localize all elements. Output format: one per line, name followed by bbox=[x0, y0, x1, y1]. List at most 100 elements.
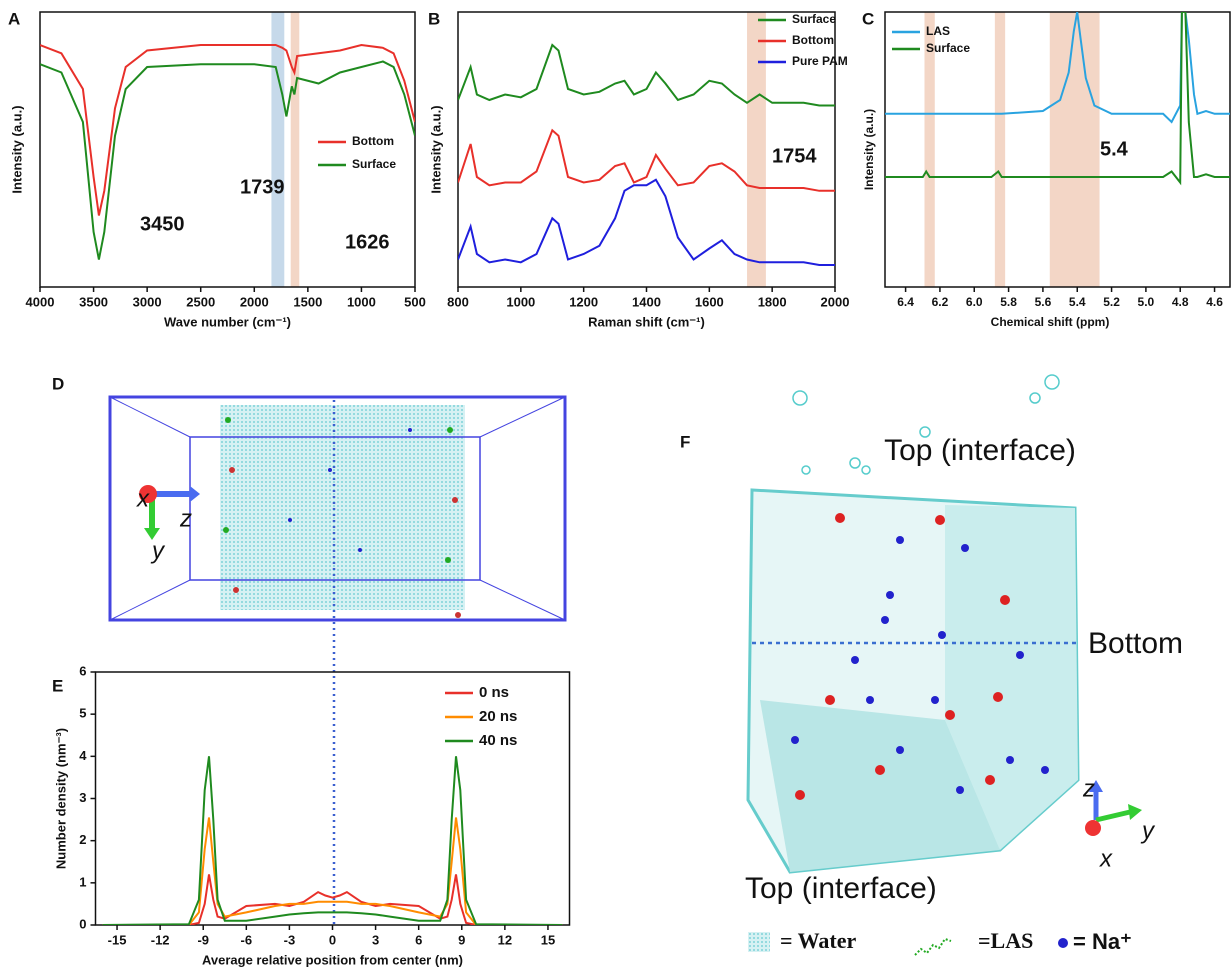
ions bbox=[791, 513, 1049, 800]
y-tick-label: 3 bbox=[79, 790, 86, 805]
legend-label: Surface bbox=[792, 12, 836, 26]
x-tick-label: 5.0 bbox=[1138, 295, 1155, 309]
panel-label: C bbox=[862, 9, 874, 28]
legend-label: LAS bbox=[926, 24, 950, 38]
x-tick-label: 3500 bbox=[79, 294, 108, 309]
panel-label: F bbox=[680, 432, 690, 451]
axis-label: z bbox=[1082, 775, 1095, 802]
y-tick-label: 6 bbox=[79, 663, 86, 678]
panel-d: D x z y bbox=[52, 374, 567, 622]
panel: A 4000 3500 3000 2500 2000 1500 1000 500 Wave num… bbox=[8, 9, 426, 329]
annotation: 1754 bbox=[772, 145, 817, 167]
x-tick-label: -15 bbox=[108, 932, 127, 947]
plot-frame bbox=[39, 11, 416, 288]
y-tick-label: 4 bbox=[79, 748, 87, 763]
x-axis-title: Chemical shift (ppm) bbox=[991, 315, 1110, 329]
line-series bbox=[458, 178, 835, 266]
line-series bbox=[102, 756, 563, 925]
x-tick-label: 1400 bbox=[632, 294, 661, 309]
line-series bbox=[40, 43, 415, 216]
las-icon bbox=[914, 937, 952, 956]
x-tick-label: 4.8 bbox=[1172, 295, 1189, 309]
x-tick-label: 15 bbox=[541, 932, 555, 947]
band bbox=[290, 12, 300, 287]
axis-label: y bbox=[150, 537, 166, 564]
x-tick-label: 12 bbox=[498, 932, 512, 947]
y-tick-label: 1 bbox=[79, 874, 86, 889]
panel: C 6.4 6.2 6.0 5.8 5.6 5.4 5.2 5.0 4.8 4.6 Chemical … bbox=[862, 9, 1231, 329]
x-tick-label: 500 bbox=[404, 294, 426, 309]
line-series bbox=[102, 874, 563, 925]
x-tick-label: 9 bbox=[458, 932, 465, 947]
x-tick-label: -6 bbox=[241, 932, 253, 947]
annotation: 1626 bbox=[345, 231, 390, 253]
plot-frame bbox=[884, 11, 1231, 288]
axis-label: x bbox=[1099, 845, 1113, 872]
y-axis-title: Intensity (a.u.) bbox=[862, 109, 876, 190]
y-axis-title: Intensity (a.u.) bbox=[428, 105, 443, 193]
legend-label: Surface bbox=[926, 41, 970, 55]
x-tick-label: 1000 bbox=[506, 294, 535, 309]
band bbox=[1049, 12, 1100, 287]
label-top: Top (interface) bbox=[884, 434, 1076, 467]
line-series bbox=[458, 43, 835, 107]
legend-label: Bottom bbox=[352, 134, 394, 148]
x-tick-label: 1800 bbox=[758, 294, 787, 309]
bubbles bbox=[792, 374, 1060, 475]
x-tick-label: 6 bbox=[415, 932, 422, 947]
x-tick-label: -9 bbox=[197, 932, 209, 947]
y-axis-title: Intensity (a.u.) bbox=[9, 105, 24, 193]
x-tick-label: 5.8 bbox=[1000, 295, 1017, 309]
water-icon bbox=[748, 932, 770, 952]
panel: B 800 1000 1200 1400 1600 1800 2000 Raman shift … bbox=[428, 9, 849, 329]
x-tick-label: 1500 bbox=[293, 294, 322, 309]
x-tick-label: 2000 bbox=[821, 294, 850, 309]
band bbox=[271, 12, 285, 287]
panel-label: D bbox=[52, 374, 64, 393]
x-tick-label: 1000 bbox=[347, 294, 376, 309]
y-axis-title: Number density (nm⁻³) bbox=[53, 728, 68, 869]
water-floor bbox=[760, 700, 1000, 872]
label-top: Top (interface) bbox=[745, 872, 937, 905]
x-tick-label: 3000 bbox=[133, 294, 162, 309]
axis-label: z bbox=[179, 505, 192, 532]
panel-f: F Top (interface) Bottom Top (interface)… bbox=[680, 374, 1183, 956]
legend-label: 0 ns bbox=[479, 684, 509, 701]
legend-label: 40 ns bbox=[479, 732, 517, 749]
x-tick-label: 1200 bbox=[569, 294, 598, 309]
band bbox=[994, 12, 1006, 287]
legend-label: Surface bbox=[352, 157, 396, 171]
legend-label: = Na⁺ bbox=[1073, 929, 1132, 954]
las-molecules bbox=[223, 417, 461, 618]
water-box bbox=[220, 405, 465, 610]
x-tick-label: 6.2 bbox=[932, 295, 949, 309]
x-tick-label: 5.6 bbox=[1035, 295, 1052, 309]
x-tick-label: 4.6 bbox=[1206, 295, 1223, 309]
legend-label: 20 ns bbox=[479, 708, 517, 725]
x-tick-label: 5.2 bbox=[1103, 295, 1120, 309]
legend-label: = Water bbox=[780, 928, 857, 953]
x-tick-label: -3 bbox=[284, 932, 296, 947]
line-series bbox=[40, 60, 415, 260]
x-tick-label: 2000 bbox=[240, 294, 269, 309]
x-axis-title: Wave number (cm⁻¹) bbox=[164, 314, 291, 329]
annotation: 3450 bbox=[140, 213, 185, 235]
x-tick-label: 0 bbox=[329, 932, 336, 947]
line-series bbox=[458, 128, 835, 192]
y-tick-label: 5 bbox=[79, 706, 86, 721]
x-tick-label: 800 bbox=[447, 294, 469, 309]
x-tick-label: 6.4 bbox=[897, 295, 914, 309]
x-tick-label: 6.0 bbox=[966, 295, 983, 309]
y-tick-label: 0 bbox=[79, 916, 86, 931]
axis-label: y bbox=[1140, 817, 1156, 844]
x-tick-label: 4000 bbox=[26, 294, 55, 309]
panel-label: A bbox=[8, 9, 20, 28]
y-tick-label: 2 bbox=[79, 832, 86, 847]
x-tick-label: 3 bbox=[372, 932, 379, 947]
x-tick-label: 1600 bbox=[695, 294, 724, 309]
x-axis-title: Raman shift (cm⁻¹) bbox=[588, 314, 705, 329]
panel-label: E bbox=[52, 676, 63, 695]
na-icon bbox=[1058, 938, 1068, 948]
axis-triad: x z y bbox=[136, 485, 200, 564]
